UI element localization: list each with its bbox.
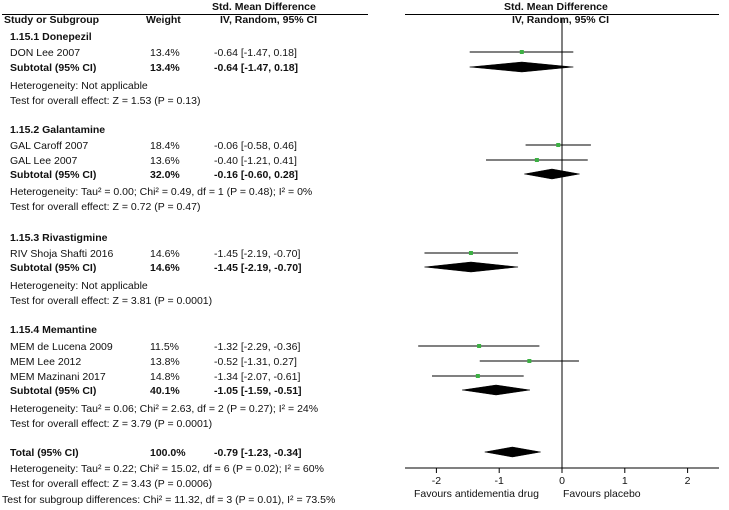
study-point bbox=[527, 359, 532, 363]
subtotal-weight: 40.1% bbox=[150, 385, 180, 397]
study-name: RIV Shoja Shafti 2016 bbox=[10, 248, 114, 260]
total-heterogeneity-text: Heterogeneity: Tau² = 0.22; Chi² = 15.02… bbox=[10, 463, 324, 475]
study-point bbox=[468, 251, 473, 255]
study-point bbox=[556, 143, 561, 147]
subtotal-label: Subtotal (95% CI) bbox=[10, 385, 97, 397]
heterogeneity-text: Heterogeneity: Not applicable bbox=[10, 80, 148, 92]
subtotal-label: Subtotal (95% CI) bbox=[10, 62, 97, 74]
subtotal-weight: 14.6% bbox=[150, 262, 180, 274]
study-weight: 13.4% bbox=[150, 47, 180, 59]
study-ci: -0.52 [-1.31, 0.27] bbox=[214, 356, 297, 368]
study-weight: 14.8% bbox=[150, 371, 180, 383]
study-point bbox=[475, 374, 480, 378]
x-tick-label: -2 bbox=[432, 475, 441, 487]
x-tick-label: 1 bbox=[622, 475, 628, 487]
study-weight: 14.6% bbox=[150, 248, 180, 260]
x-tick-label: 2 bbox=[685, 475, 691, 487]
subtotal-ci: -0.64 [-1.47, 0.18] bbox=[214, 62, 299, 74]
study-ci: -0.40 [-1.21, 0.41] bbox=[214, 155, 297, 167]
subtotal-ci: -0.16 [-0.60, 0.28] bbox=[214, 169, 299, 181]
study-name: DON Lee 2007 bbox=[10, 47, 81, 59]
overall-effect-text: Test for overall effect: Z = 0.72 (P = 0… bbox=[10, 201, 201, 213]
study-weight: 13.6% bbox=[150, 155, 180, 167]
heterogeneity-text: Heterogeneity: Not applicable bbox=[10, 280, 148, 292]
study-point bbox=[519, 50, 524, 54]
heterogeneity-text: Heterogeneity: Tau² = 0.06; Chi² = 2.63,… bbox=[10, 403, 319, 415]
study-weight: 18.4% bbox=[150, 140, 180, 152]
subtotal-label: Subtotal (95% CI) bbox=[10, 169, 97, 181]
favours-left-label: Favours antidementia drug bbox=[414, 488, 539, 500]
subtotal-ci: -1.05 [-1.59, -0.51] bbox=[214, 385, 302, 397]
subtotal-label: Subtotal (95% CI) bbox=[10, 262, 97, 274]
pooled-diamond bbox=[484, 446, 541, 458]
group-title: 1.15.2 Galantamine bbox=[10, 124, 106, 136]
total-weight: 100.0% bbox=[150, 447, 186, 459]
study-point bbox=[534, 158, 539, 162]
total-label: Total (95% CI) bbox=[10, 447, 79, 459]
study-weight: 13.8% bbox=[150, 356, 180, 368]
plot-column-header-2: IV, Random, 95% CI bbox=[512, 14, 610, 26]
header-rule-left bbox=[2, 14, 368, 15]
group-title: 1.15.4 Memantine bbox=[10, 324, 97, 336]
study-ci: -1.34 [-2.07, -0.61] bbox=[214, 371, 301, 383]
x-tick-label: 0 bbox=[559, 475, 565, 487]
subtotal-ci: -1.45 [-2.19, -0.70] bbox=[214, 262, 302, 274]
overall-effect-text: Test for overall effect: Z = 3.81 (P = 0… bbox=[10, 295, 213, 307]
total-overall-effect-text: Test for overall effect: Z = 3.43 (P = 0… bbox=[10, 478, 213, 490]
effect-column-header-1: Std. Mean Difference bbox=[212, 1, 316, 13]
overall-effect-text: Test for overall effect: Z = 3.79 (P = 0… bbox=[10, 418, 213, 430]
header-rule-right bbox=[405, 14, 719, 15]
study-name: MEM de Lucena 2009 bbox=[10, 341, 113, 353]
group-title: 1.15.3 Rivastigmine bbox=[10, 232, 108, 244]
study-name: GAL Caroff 2007 bbox=[10, 140, 89, 152]
study-ci: -1.45 [-2.19, -0.70] bbox=[214, 248, 301, 260]
study-column-header: Study or Subgroup bbox=[4, 14, 100, 26]
weight-column-header: Weight bbox=[146, 14, 181, 26]
study-weight: 11.5% bbox=[150, 341, 179, 353]
study-name: GAL Lee 2007 bbox=[10, 155, 78, 167]
favours-right-label: Favours placebo bbox=[563, 488, 641, 500]
study-ci: -1.32 [-2.29, -0.36] bbox=[214, 341, 301, 353]
effect-column-header-2: IV, Random, 95% CI bbox=[220, 14, 318, 26]
total-ci: -0.79 [-1.23, -0.34] bbox=[214, 447, 302, 459]
pooled-diamond bbox=[524, 168, 580, 180]
subgroup-differences-text: Test for subgroup differences: Chi² = 11… bbox=[2, 494, 336, 506]
study-name: MEM Lee 2012 bbox=[10, 356, 82, 368]
study-ci: -0.64 [-1.47, 0.18] bbox=[214, 47, 297, 59]
pooled-diamond bbox=[462, 384, 531, 396]
plot-column-header-1: Std. Mean Difference bbox=[504, 1, 608, 13]
study-name: MEM Mazinani 2017 bbox=[10, 371, 106, 383]
study-ci: -0.06 [-0.58, 0.46] bbox=[214, 140, 297, 152]
subtotal-weight: 32.0% bbox=[150, 169, 180, 181]
pooled-diamond bbox=[424, 261, 519, 273]
overall-effect-text: Test for overall effect: Z = 1.53 (P = 0… bbox=[10, 95, 201, 107]
pooled-diamond bbox=[469, 61, 574, 73]
heterogeneity-text: Heterogeneity: Tau² = 0.00; Chi² = 0.49,… bbox=[10, 186, 313, 198]
subtotal-weight: 13.4% bbox=[150, 62, 180, 74]
group-title: 1.15.1 Donepezil bbox=[10, 31, 92, 43]
x-tick-label: -1 bbox=[495, 475, 504, 487]
study-point bbox=[477, 344, 482, 348]
